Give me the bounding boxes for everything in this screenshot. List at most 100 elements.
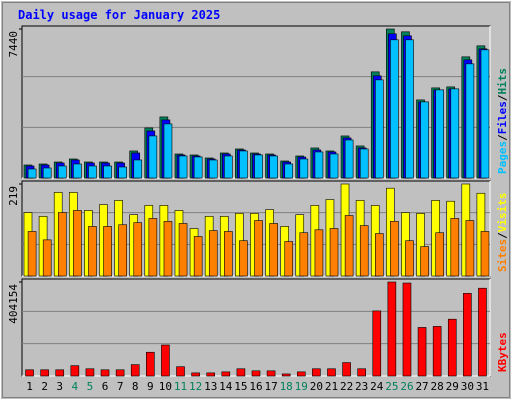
legend: Pages/Files/Hits (496, 68, 509, 174)
bar (103, 165, 112, 179)
bar (420, 101, 429, 179)
x-tick-label: 2 (41, 380, 48, 393)
bar (88, 226, 97, 277)
bar (478, 287, 487, 377)
bar (163, 221, 173, 277)
bar (208, 230, 218, 277)
bar (206, 372, 216, 377)
bar (375, 79, 384, 179)
bar (193, 156, 203, 179)
bar (463, 293, 472, 377)
x-tick-label: 13 (204, 380, 217, 393)
bar (372, 310, 382, 377)
bar (115, 369, 125, 377)
bar (432, 326, 442, 377)
x-tick-label: 14 (219, 380, 233, 393)
x-tick-label: 8 (132, 380, 139, 393)
bar (193, 236, 203, 277)
bar (70, 365, 80, 377)
x-tick-label: 3 (56, 380, 63, 393)
bar (254, 220, 263, 277)
x-tick-label: 31 (476, 380, 489, 393)
x-tick-label: 20 (310, 380, 323, 393)
x-tick-label: 11 (174, 380, 187, 393)
bar (450, 218, 460, 277)
x-tick-label: 23 (355, 380, 368, 393)
y-tick-label: 7440 (7, 31, 20, 58)
bar (42, 239, 52, 277)
bar (281, 373, 291, 377)
bar (239, 150, 248, 179)
bar (224, 155, 233, 179)
bar (148, 218, 158, 277)
bar (25, 369, 34, 377)
bar (465, 220, 475, 277)
bar (329, 153, 339, 179)
bar (420, 246, 429, 277)
bar (375, 233, 384, 277)
bar (405, 39, 414, 179)
x-tick-label: 17 (264, 380, 277, 393)
bar (344, 139, 354, 179)
bar (480, 49, 490, 179)
bar (178, 223, 188, 277)
bar (118, 166, 127, 179)
bar (359, 148, 369, 179)
bar (130, 364, 140, 377)
x-tick-label: 19 (295, 380, 308, 393)
bar (435, 89, 445, 179)
bar (40, 369, 49, 377)
legend-entry: Hits (496, 68, 509, 95)
bar (269, 223, 278, 277)
bar (176, 366, 185, 377)
bar (314, 229, 324, 277)
x-tick-label: 5 (87, 380, 94, 393)
bar (266, 370, 276, 377)
bar (103, 226, 112, 277)
x-tick-label: 21 (325, 380, 338, 393)
bar (27, 231, 37, 277)
bar (254, 154, 263, 179)
bar (359, 225, 369, 277)
legend-separator: / (496, 94, 509, 101)
bar (100, 369, 110, 377)
bar (178, 155, 188, 179)
bar (239, 240, 248, 277)
x-tick-label: 24 (370, 380, 384, 393)
bar (236, 368, 246, 377)
bar (312, 368, 321, 377)
x-tick-label: 28 (431, 380, 444, 393)
bar (161, 344, 170, 377)
bar (251, 370, 261, 377)
bar (73, 210, 82, 277)
bar (146, 351, 155, 377)
bar (85, 368, 95, 377)
bar (57, 165, 67, 179)
bar (284, 241, 294, 277)
bar (402, 282, 412, 377)
bar (27, 168, 37, 179)
bar (357, 368, 366, 377)
legend-separator: / (496, 134, 509, 141)
legend: Sites/Visits (496, 193, 509, 273)
x-tick-label: 26 (400, 380, 413, 393)
chart-title: Daily usage for January 2025 (18, 8, 220, 22)
bar (191, 372, 200, 377)
x-tick-label: 4 (72, 380, 79, 393)
x-tick-label: 1 (26, 380, 33, 393)
bar (417, 327, 427, 377)
bar (299, 232, 309, 277)
legend-entry: Files (496, 101, 509, 134)
x-tick-label: 22 (340, 380, 353, 393)
bar (118, 224, 127, 277)
bar (284, 163, 294, 179)
legend-entry: KBytes (496, 332, 509, 372)
bar (314, 151, 324, 179)
bar (221, 371, 231, 377)
legend-entry: Pages (496, 141, 509, 174)
bar (296, 371, 306, 377)
bar (344, 215, 354, 277)
legend-entry: Sites (496, 239, 509, 272)
